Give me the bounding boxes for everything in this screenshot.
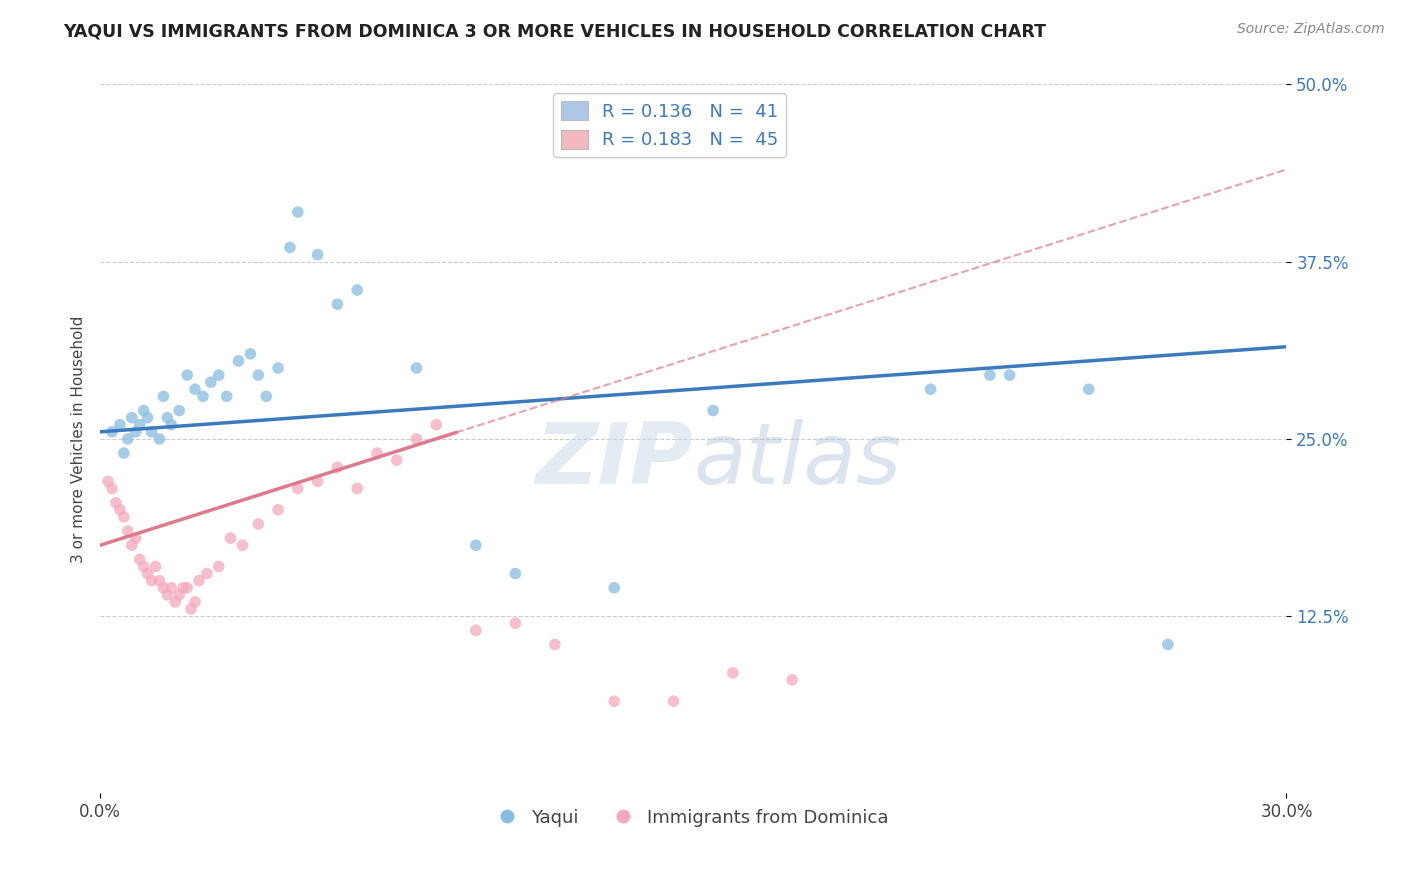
Point (184, 595, 207, 609)
Point (195, 566, 218, 581)
Point (920, 382, 942, 396)
Point (505, 566, 527, 581)
Y-axis label: 3 or more Vehicles in Household: 3 or more Vehicles in Household (72, 315, 86, 563)
Point (108, 417, 131, 432)
Point (208, 368, 231, 383)
Point (278, 240, 301, 254)
Point (145, 559, 167, 574)
Point (121, 410, 143, 425)
Point (215, 389, 238, 403)
Point (464, 538, 486, 552)
Point (346, 283, 368, 297)
Point (184, 382, 207, 396)
Point (544, 638, 567, 652)
Point (254, 389, 277, 403)
Point (191, 389, 214, 403)
Point (346, 482, 368, 496)
Point (188, 574, 211, 588)
Point (307, 247, 329, 261)
Point (101, 482, 124, 496)
Point (108, 503, 131, 517)
Point (247, 368, 270, 383)
Point (132, 559, 155, 574)
Point (148, 574, 170, 588)
Point (128, 552, 150, 566)
Point (156, 410, 179, 425)
Point (97, 475, 120, 489)
Point (160, 417, 183, 432)
Point (152, 389, 174, 403)
Legend: Yaqui, Immigrants from Dominica: Yaqui, Immigrants from Dominica (491, 802, 896, 834)
Point (998, 368, 1021, 383)
Point (231, 538, 253, 552)
Point (167, 403, 190, 417)
Point (132, 403, 155, 417)
Point (267, 503, 290, 517)
Point (307, 475, 329, 489)
Point (117, 432, 139, 446)
Text: Source: ZipAtlas.com: Source: ZipAtlas.com (1237, 22, 1385, 37)
Point (121, 538, 143, 552)
Point (405, 432, 427, 446)
Point (464, 624, 486, 638)
Point (172, 581, 194, 595)
Point (721, 665, 744, 680)
Point (702, 403, 724, 417)
Point (219, 531, 242, 545)
Point (603, 694, 626, 708)
Point (117, 524, 139, 538)
Point (405, 361, 427, 376)
Point (125, 531, 148, 545)
Point (136, 566, 159, 581)
Point (425, 417, 447, 432)
Point (1157, 638, 1180, 652)
Point (505, 616, 527, 631)
Point (780, 673, 803, 687)
Point (287, 205, 309, 219)
Point (141, 425, 163, 439)
Point (165, 595, 187, 609)
Point (979, 368, 1001, 383)
Point (239, 347, 262, 361)
Point (228, 354, 250, 368)
Point (141, 574, 163, 588)
Point (128, 417, 150, 432)
Point (603, 581, 626, 595)
Point (208, 559, 231, 574)
Point (176, 368, 198, 383)
Point (101, 425, 124, 439)
Point (247, 516, 270, 531)
Point (366, 446, 388, 460)
Point (112, 509, 135, 524)
Point (176, 581, 198, 595)
Point (136, 410, 159, 425)
Point (287, 482, 309, 496)
Point (125, 425, 148, 439)
Point (385, 453, 408, 467)
Point (104, 496, 127, 510)
Point (156, 588, 179, 602)
Point (180, 602, 202, 616)
Point (1077, 382, 1099, 396)
Point (167, 588, 190, 602)
Text: ZIP: ZIP (536, 418, 693, 501)
Point (148, 432, 170, 446)
Point (160, 581, 183, 595)
Point (326, 297, 349, 311)
Point (112, 446, 135, 460)
Point (662, 694, 685, 708)
Text: atlas: atlas (693, 418, 901, 501)
Point (200, 375, 222, 389)
Point (267, 361, 290, 376)
Text: YAQUI VS IMMIGRANTS FROM DOMINICA 3 OR MORE VEHICLES IN HOUSEHOLD CORRELATION CH: YAQUI VS IMMIGRANTS FROM DOMINICA 3 OR M… (63, 22, 1046, 40)
Point (152, 581, 174, 595)
Point (326, 460, 349, 475)
